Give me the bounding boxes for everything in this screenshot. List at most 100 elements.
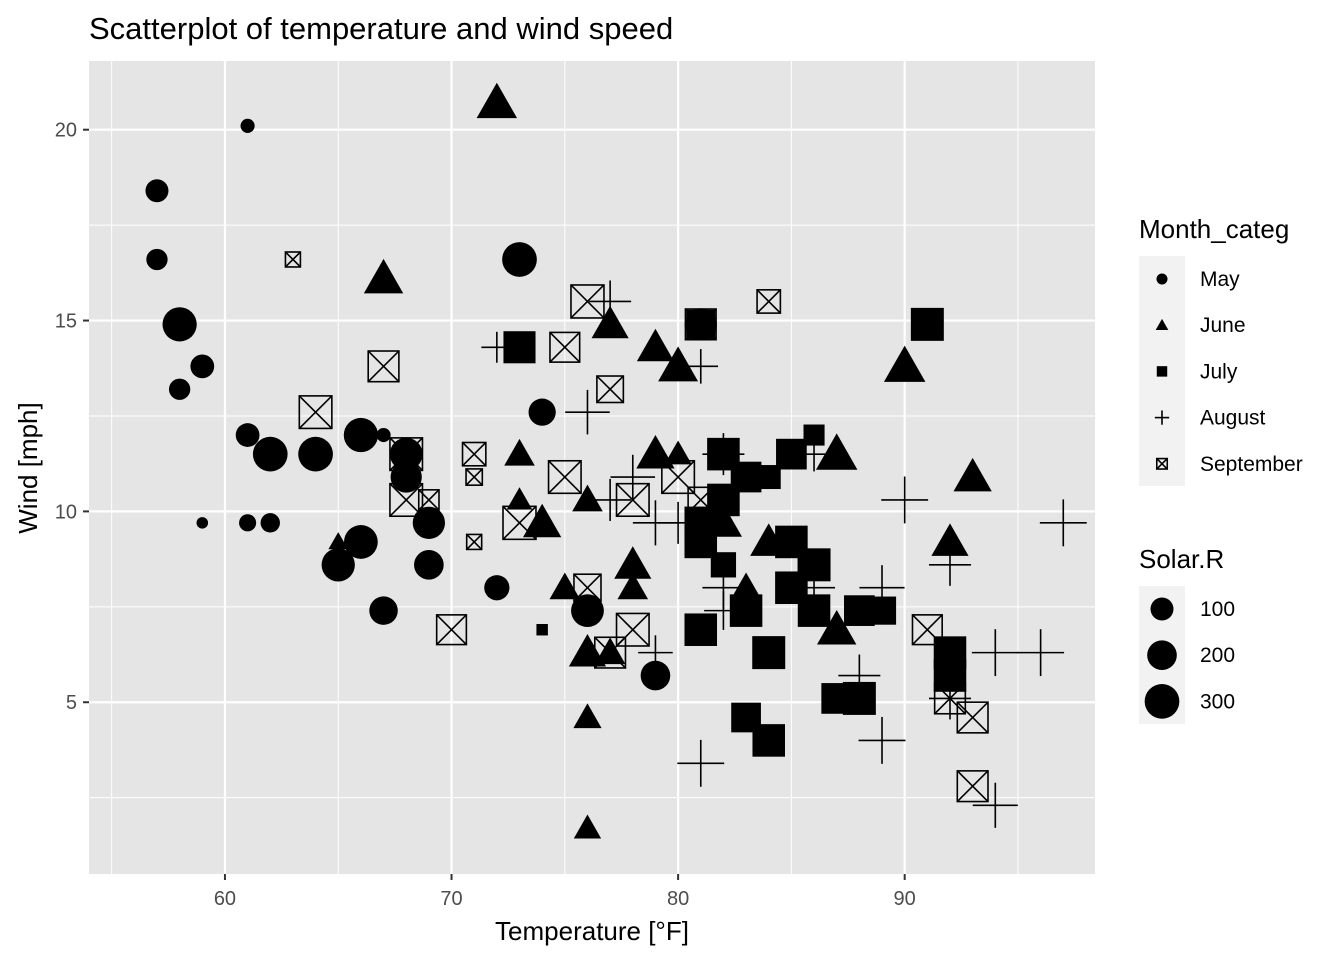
point-august xyxy=(838,654,881,697)
point-june xyxy=(815,433,858,470)
month-legend: Month_categ May June July August September xyxy=(1139,214,1303,486)
point-august xyxy=(589,280,632,323)
y-tick-label: 10 xyxy=(55,501,77,523)
point-may xyxy=(146,248,168,271)
y-tick-label: 20 xyxy=(55,120,77,142)
point-august xyxy=(928,543,971,586)
y-axis-label: Wind [mph] xyxy=(13,402,43,534)
point-june xyxy=(572,484,603,512)
point-august xyxy=(677,739,725,787)
point-june xyxy=(664,440,692,465)
x-tick-label: 60 xyxy=(214,888,236,910)
legend-label-september: September xyxy=(1200,453,1303,476)
point-may xyxy=(321,548,355,582)
point-may xyxy=(240,118,255,133)
point-august xyxy=(881,476,929,524)
point-august xyxy=(793,566,836,609)
point-june xyxy=(549,572,581,600)
x-tick-label: 90 xyxy=(894,888,916,910)
y-tick-label: 15 xyxy=(55,311,77,333)
y-tick-label: 5 xyxy=(66,692,77,714)
point-september xyxy=(615,482,650,518)
point-august xyxy=(589,478,632,521)
point-september xyxy=(911,614,943,646)
point-june xyxy=(568,634,607,667)
point-june xyxy=(658,346,699,382)
legend-key-september xyxy=(1155,457,1169,470)
point-may xyxy=(571,594,604,628)
point-july xyxy=(752,636,786,670)
point-september xyxy=(284,251,302,268)
point-july xyxy=(752,724,785,757)
chart-title: Scatterplot of temperature and wind spee… xyxy=(89,11,673,46)
x-tick-label: 80 xyxy=(667,888,689,910)
point-june xyxy=(636,328,675,362)
point-september xyxy=(684,308,717,341)
point-june xyxy=(504,438,535,466)
point-july xyxy=(536,623,548,636)
point-september xyxy=(367,350,400,383)
point-september xyxy=(956,701,989,734)
point-september xyxy=(465,533,483,551)
point-may xyxy=(162,307,197,342)
size-legend-label-200: 200 xyxy=(1200,644,1235,667)
point-june xyxy=(328,532,349,550)
point-may xyxy=(640,660,671,691)
point-august xyxy=(972,782,1018,828)
point-september xyxy=(435,614,468,646)
point-august xyxy=(610,454,656,500)
point-september xyxy=(573,573,602,603)
point-august xyxy=(971,629,1019,677)
point-september xyxy=(570,284,605,319)
legend-label-august: August xyxy=(1200,407,1266,430)
point-may xyxy=(343,417,379,453)
size-legend-label-300: 300 xyxy=(1200,690,1235,713)
point-september xyxy=(502,505,537,541)
point-august xyxy=(638,635,673,670)
point-july xyxy=(910,307,944,341)
point-september xyxy=(547,459,582,495)
y-axis: 5 10 15 20 xyxy=(55,120,89,714)
point-september xyxy=(417,489,440,511)
point-september xyxy=(687,486,715,514)
point-may xyxy=(196,517,209,529)
size-legend-key-100 xyxy=(1150,597,1174,621)
point-june xyxy=(363,258,404,294)
point-september xyxy=(389,482,424,518)
point-september xyxy=(596,375,625,404)
point-august xyxy=(481,331,513,363)
point-august xyxy=(1017,629,1065,677)
legend-key-august xyxy=(1154,410,1170,425)
point-june xyxy=(476,82,518,119)
point-may xyxy=(168,378,191,400)
x-tick-label: 70 xyxy=(440,888,462,910)
point-may xyxy=(376,427,391,443)
point-june xyxy=(573,703,602,729)
point-september xyxy=(956,770,989,803)
x-axis: 60 70 80 90 xyxy=(214,874,916,910)
legend-key-july xyxy=(1156,366,1168,377)
point-september xyxy=(465,468,484,486)
solar-legend: Solar.R 100 200 300 xyxy=(1139,544,1235,724)
point-may xyxy=(235,423,260,447)
point-august xyxy=(796,436,832,472)
point-may xyxy=(239,514,257,532)
point-may xyxy=(390,461,422,493)
size-legend-key-300 xyxy=(1144,684,1180,719)
size-legend-label-100: 100 xyxy=(1200,598,1235,621)
point-may xyxy=(190,354,215,379)
point-september xyxy=(461,441,487,467)
plot-panel xyxy=(89,61,1095,874)
point-may xyxy=(298,436,333,472)
point-august xyxy=(702,433,745,476)
point-june xyxy=(730,572,762,600)
point-may xyxy=(252,436,288,472)
point-june xyxy=(573,814,602,839)
solar-legend-title: Solar.R xyxy=(1139,544,1224,574)
point-may xyxy=(369,596,398,625)
point-june xyxy=(523,503,562,538)
point-september xyxy=(593,636,627,669)
point-july xyxy=(803,424,825,446)
point-august xyxy=(704,591,743,630)
